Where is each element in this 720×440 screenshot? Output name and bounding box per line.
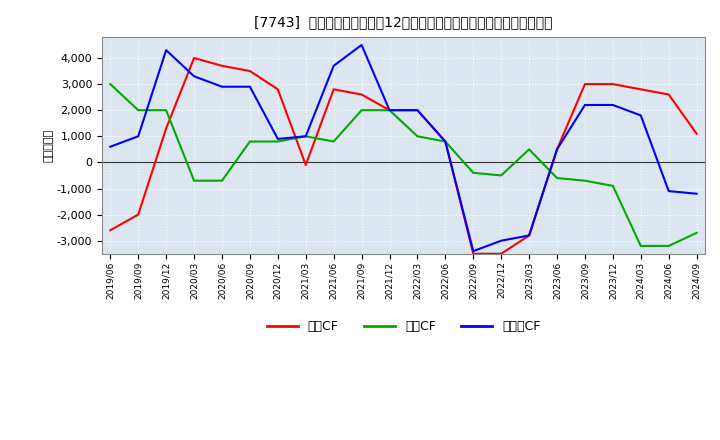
Y-axis label: （百万円）: （百万円） [44,129,54,162]
Legend: 営業CF, 投資CF, フリーCF: 営業CF, 投資CF, フリーCF [261,315,546,338]
Title: [7743]  キャッシュフローの12か月移動合計の対前年同期増減額の推移: [7743] キャッシュフローの12か月移動合計の対前年同期増減額の推移 [254,15,553,29]
